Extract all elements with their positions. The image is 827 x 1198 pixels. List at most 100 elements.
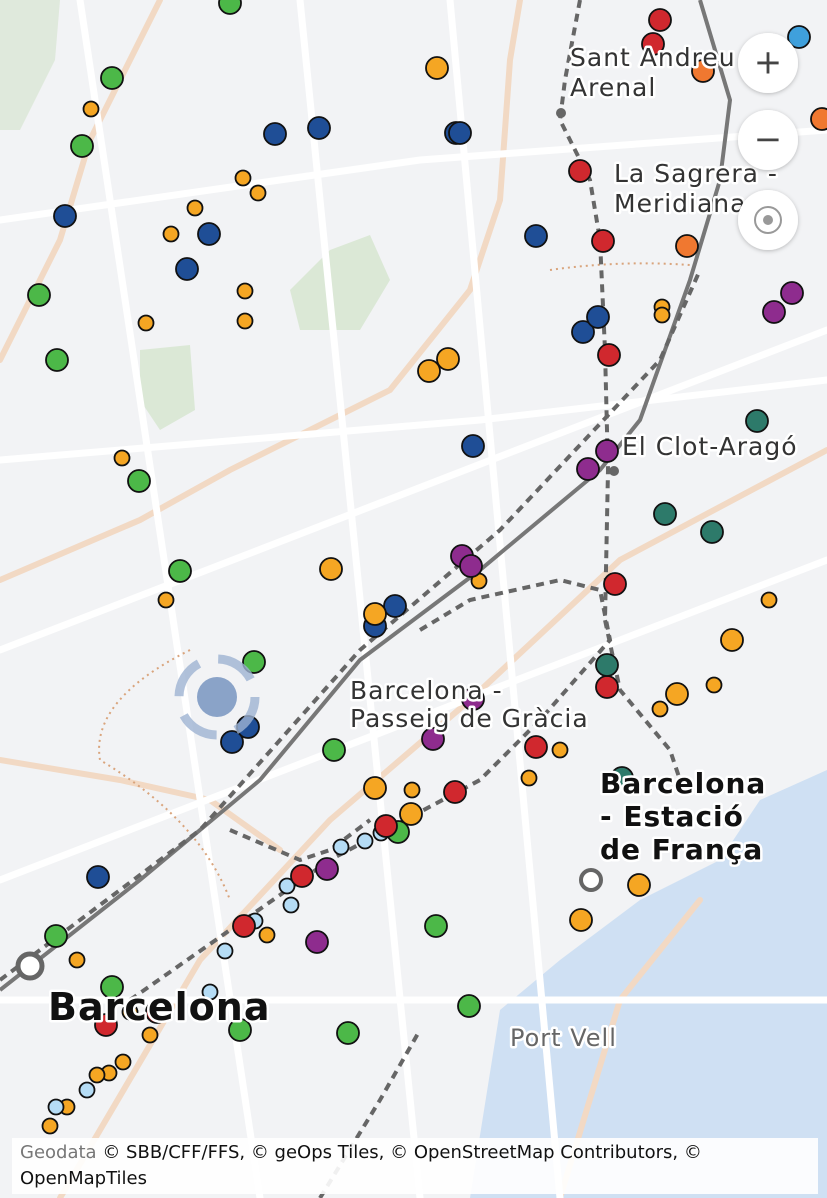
vehicle-marker[interactable] [249, 184, 267, 202]
zoom-out-button[interactable]: − [738, 110, 798, 170]
vehicle-marker[interactable] [100, 66, 124, 90]
vehicle-marker[interactable] [278, 877, 296, 895]
vehicle-marker[interactable] [307, 116, 331, 140]
vehicle-marker[interactable] [569, 908, 593, 932]
vehicle-marker[interactable] [242, 650, 266, 674]
vehicle-marker[interactable] [322, 738, 346, 762]
vehicle-marker[interactable] [218, 0, 242, 15]
vehicle-marker[interactable] [162, 225, 180, 243]
vehicle-marker[interactable] [787, 25, 811, 49]
vehicle-marker[interactable] [44, 924, 68, 948]
vehicle-marker[interactable] [627, 873, 651, 897]
vehicle-marker[interactable] [524, 224, 548, 248]
vehicle-marker[interactable] [220, 730, 244, 754]
vehicle-marker[interactable] [374, 814, 398, 838]
vehicle-marker[interactable] [232, 914, 256, 938]
vehicle-marker[interactable] [27, 283, 51, 307]
vehicle-marker[interactable] [47, 1098, 65, 1116]
zoom-in-button[interactable]: + [738, 33, 798, 93]
vehicle-marker[interactable] [448, 121, 472, 145]
vehicle-marker[interactable] [78, 1081, 96, 1099]
vehicle-marker[interactable] [234, 169, 252, 187]
vehicle-marker[interactable] [760, 591, 778, 609]
vehicle-marker[interactable] [290, 864, 314, 888]
vehicle-marker[interactable] [263, 122, 287, 146]
vehicle-marker[interactable] [94, 1013, 118, 1037]
attribution-link[interactable]: Geodata [20, 1142, 97, 1163]
vehicle-marker[interactable] [228, 1018, 252, 1042]
vehicle-marker[interactable] [332, 838, 350, 856]
vehicle-marker[interactable] [258, 926, 276, 944]
vehicle-marker[interactable] [100, 975, 124, 999]
vehicle-marker[interactable] [461, 434, 485, 458]
vehicle-marker[interactable] [45, 348, 69, 372]
vehicle-marker[interactable] [157, 591, 175, 609]
vehicle-marker[interactable] [425, 56, 449, 80]
vehicle-marker[interactable] [595, 675, 619, 699]
vehicle-marker[interactable] [319, 557, 343, 581]
vehicle-marker[interactable] [201, 983, 219, 1001]
vehicle-marker[interactable] [127, 469, 151, 493]
vehicle-marker[interactable] [595, 653, 619, 677]
vehicle-marker[interactable] [459, 554, 483, 578]
vehicle-marker[interactable] [399, 802, 423, 826]
vehicle-marker[interactable] [648, 8, 672, 32]
vehicle-marker[interactable] [356, 832, 374, 850]
vehicle-marker[interactable] [762, 300, 786, 324]
vehicle-marker[interactable] [145, 1000, 169, 1024]
vehicle-marker[interactable] [137, 314, 155, 332]
vehicle-marker[interactable] [336, 1021, 360, 1045]
vehicle-marker[interactable] [88, 1066, 106, 1084]
vehicle-marker[interactable] [603, 572, 627, 596]
vehicle-marker[interactable] [363, 776, 387, 800]
vehicle-marker[interactable] [586, 305, 610, 329]
vehicle-marker[interactable] [421, 727, 445, 751]
vehicle-marker[interactable] [705, 676, 723, 694]
vehicle-marker[interactable] [305, 930, 329, 954]
vehicle-marker[interactable] [461, 687, 485, 711]
vehicle-marker[interactable] [113, 449, 131, 467]
vehicle-marker[interactable] [551, 741, 569, 759]
vehicle-marker[interactable] [82, 100, 100, 118]
vehicle-marker[interactable] [665, 682, 689, 706]
vehicle-marker[interactable] [175, 257, 199, 281]
vehicle-marker[interactable] [216, 942, 234, 960]
vehicle-marker[interactable] [571, 320, 595, 344]
vehicle-marker[interactable] [168, 559, 192, 583]
vehicle-marker[interactable] [186, 199, 204, 217]
vehicle-marker[interactable] [417, 359, 441, 383]
vehicle-marker[interactable] [591, 229, 615, 253]
vehicle-marker[interactable] [691, 59, 715, 83]
vehicle-marker[interactable] [68, 951, 86, 969]
vehicle-marker[interactable] [236, 312, 254, 330]
vehicle-marker[interactable] [457, 994, 481, 1018]
vehicle-marker[interactable] [41, 1117, 59, 1135]
vehicle-marker[interactable] [780, 281, 804, 305]
vehicle-marker[interactable] [197, 222, 221, 246]
vehicle-marker[interactable] [403, 781, 421, 799]
vehicle-marker[interactable] [524, 735, 548, 759]
vehicle-marker[interactable] [282, 896, 300, 914]
vehicle-marker[interactable] [700, 520, 724, 544]
vehicle-marker[interactable] [520, 769, 538, 787]
vehicle-marker[interactable] [675, 234, 699, 258]
vehicle-marker[interactable] [597, 343, 621, 367]
vehicle-marker[interactable] [121, 1003, 139, 1021]
vehicle-marker[interactable] [70, 134, 94, 158]
vehicle-marker[interactable] [653, 306, 671, 324]
vehicle-marker[interactable] [53, 204, 77, 228]
locate-button[interactable] [738, 190, 798, 250]
vehicle-marker[interactable] [315, 857, 339, 881]
vehicle-marker[interactable] [651, 700, 669, 718]
vehicle-marker[interactable] [610, 766, 634, 790]
vehicle-marker[interactable] [114, 1053, 132, 1071]
vehicle-marker[interactable] [443, 780, 467, 804]
vehicle-marker[interactable] [86, 865, 110, 889]
vehicle-marker[interactable] [568, 159, 592, 183]
vehicle-marker[interactable] [810, 107, 827, 131]
vehicle-marker[interactable] [653, 502, 677, 526]
vehicle-marker[interactable] [141, 1026, 159, 1044]
vehicle-marker[interactable] [424, 914, 448, 938]
vehicle-marker[interactable] [436, 347, 460, 371]
